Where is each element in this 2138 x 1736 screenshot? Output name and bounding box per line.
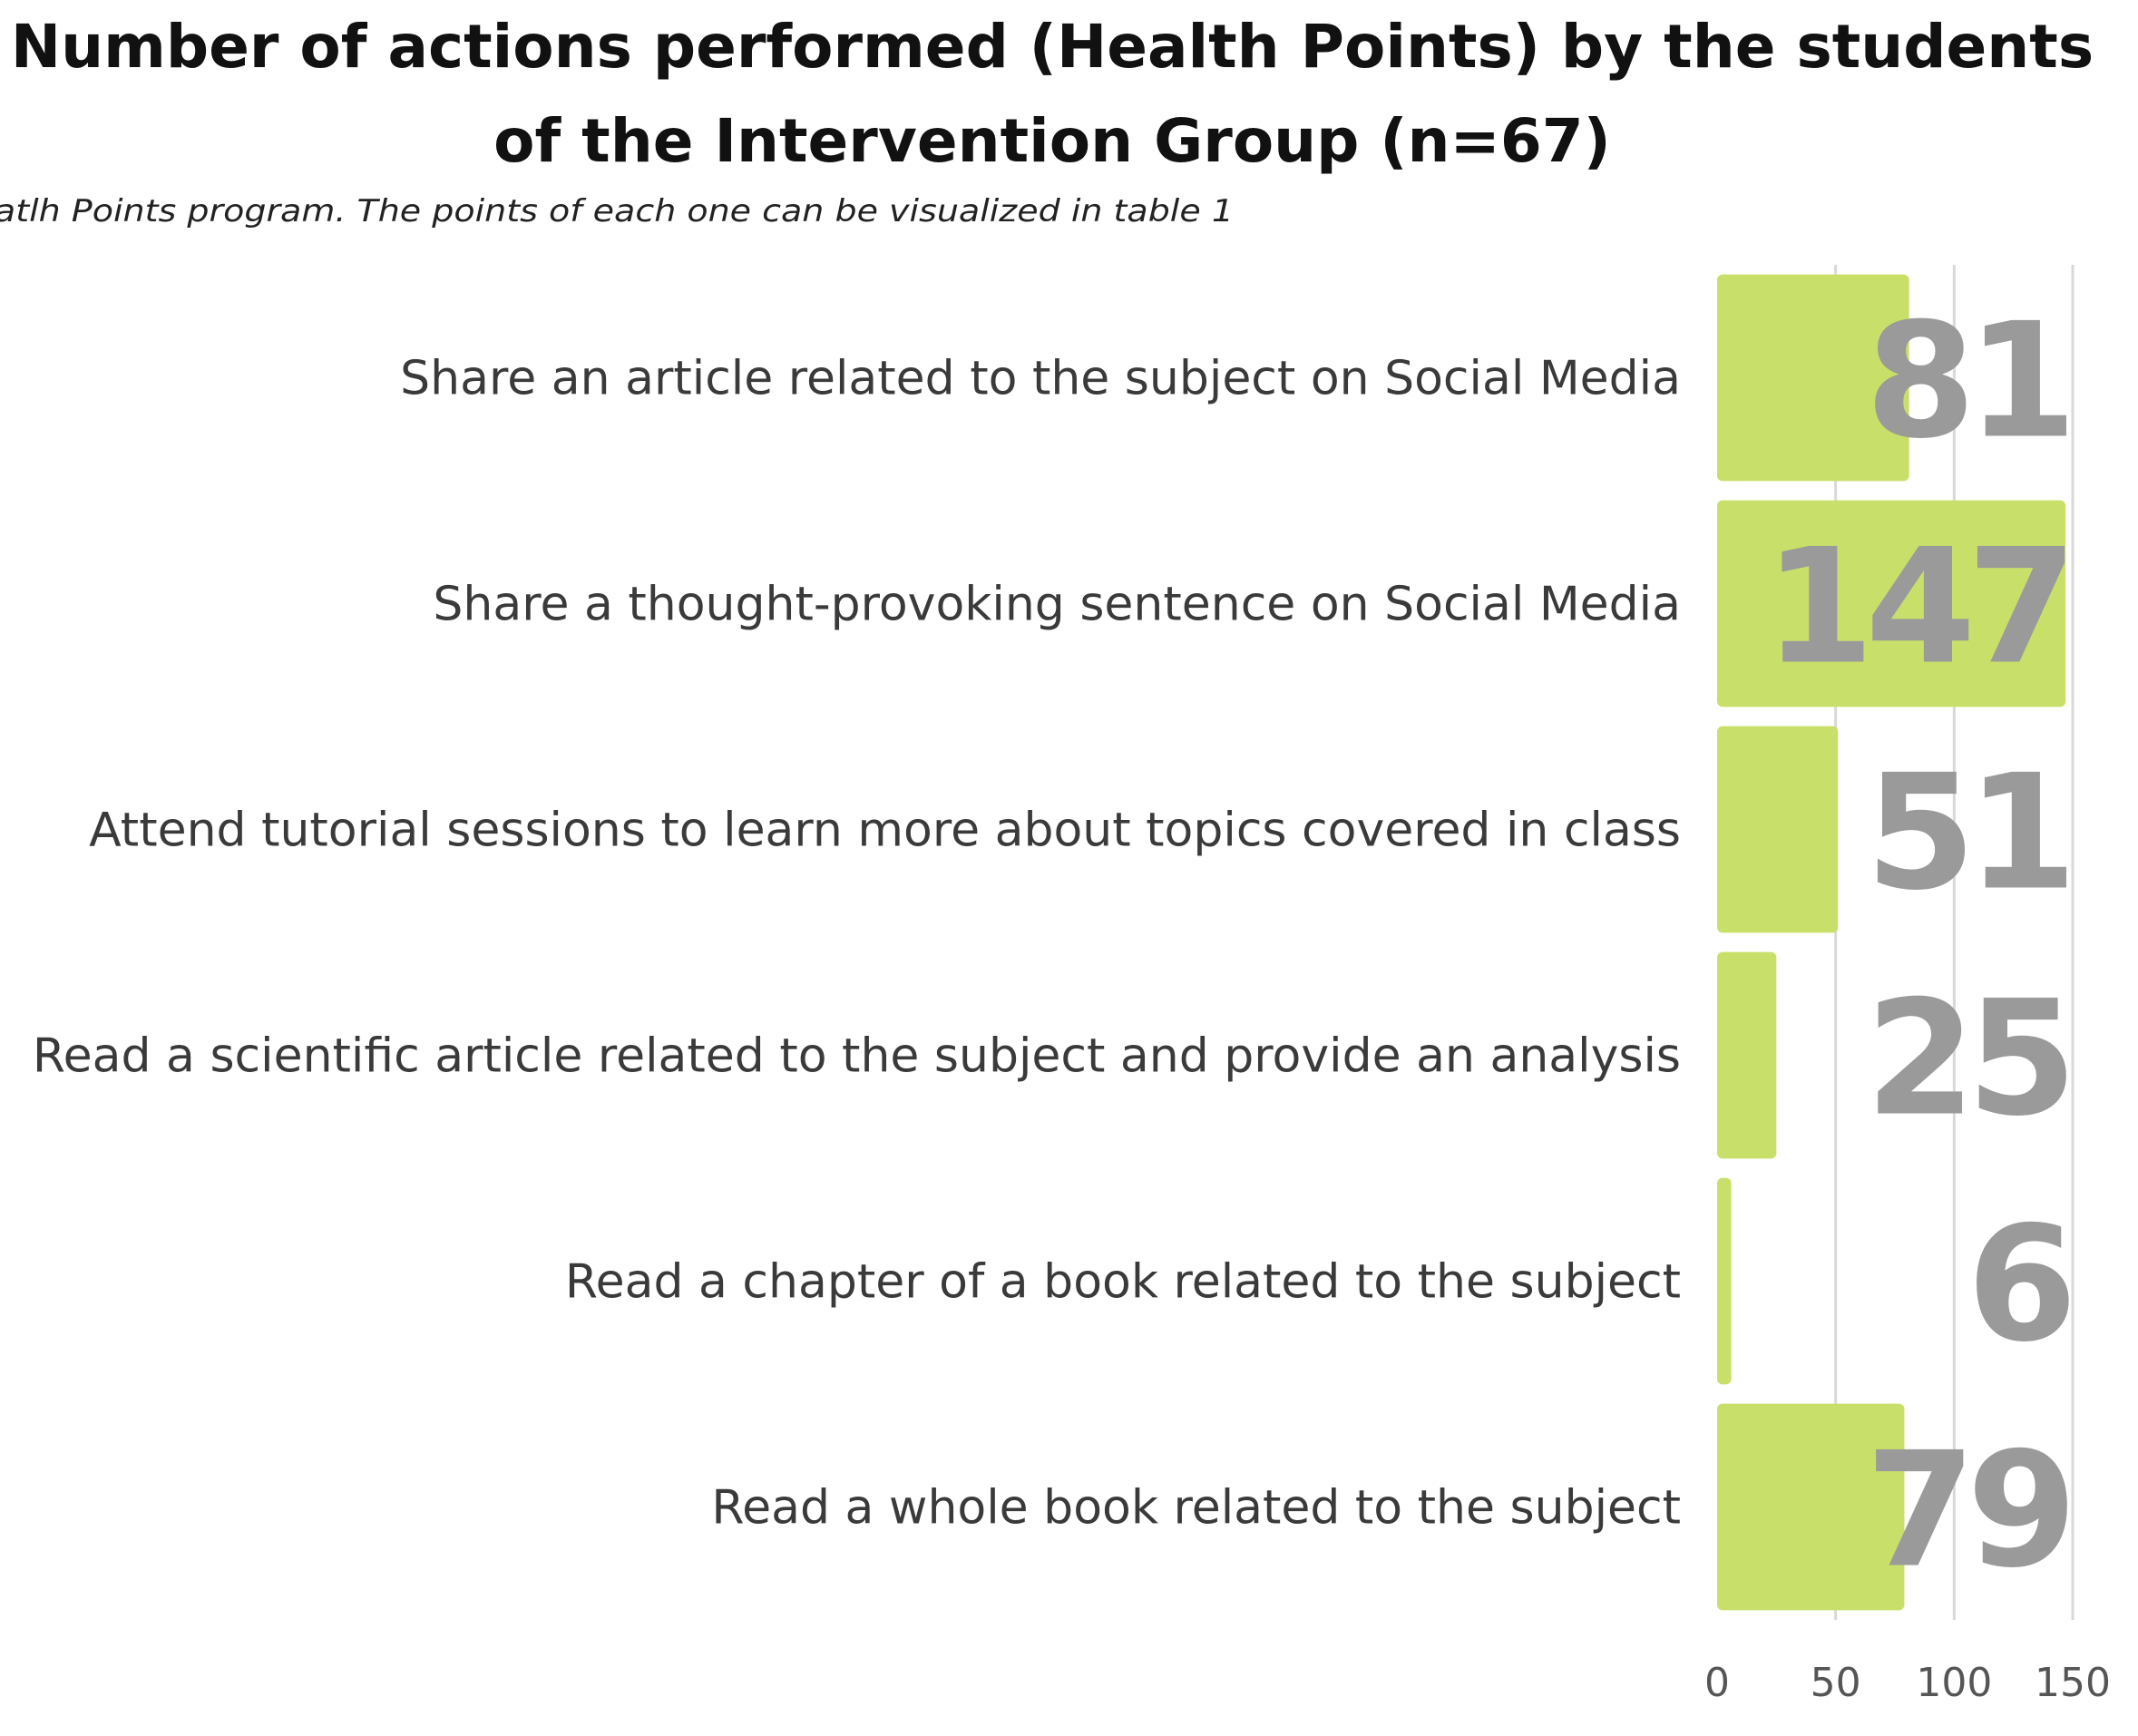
value-label: 81 bbox=[1865, 290, 2068, 474]
category-label: Share an article related to the subject … bbox=[400, 352, 1681, 406]
chart-title-line-1: Number of actions performed (Health Poin… bbox=[11, 12, 2094, 82]
bar bbox=[1717, 274, 1909, 482]
x-tick-label: 150 bbox=[2035, 1660, 2111, 1706]
category-labels: Share an article related to the subject … bbox=[33, 352, 1681, 1536]
bar bbox=[1717, 951, 1777, 1159]
category-label: Read a whole book related to the subject bbox=[711, 1481, 1681, 1536]
gridlines bbox=[1834, 265, 2075, 1620]
chart-title-line-2: of the Intervention Group (n=67) bbox=[493, 106, 1611, 176]
bar bbox=[1717, 500, 2066, 707]
x-tick-label: 0 bbox=[1704, 1660, 1730, 1706]
category-label: Attend tutorial sessions to learn more a… bbox=[89, 804, 1681, 858]
bar bbox=[1717, 726, 1839, 933]
value-labels: 81 147 51 25 6 79 bbox=[1764, 290, 2079, 1604]
value-label: 25 bbox=[1865, 968, 2068, 1152]
category-label: Read a chapter of a book related to the … bbox=[565, 1255, 1681, 1310]
bar bbox=[1717, 1177, 1732, 1385]
chart-subtitle: Note: These tasks are part of the Heatlh… bbox=[0, 193, 1234, 229]
x-tick-label: 100 bbox=[1916, 1660, 1992, 1706]
chart-title: Number of actions performed (Health Poin… bbox=[11, 12, 2094, 176]
value-label: 51 bbox=[1865, 742, 2068, 926]
category-label: Share a thought-provoking sentence on So… bbox=[433, 578, 1681, 632]
value-label: 79 bbox=[1865, 1419, 2068, 1604]
x-tick-label: 50 bbox=[1811, 1660, 1861, 1706]
bars bbox=[1717, 274, 2066, 1611]
value-label: 6 bbox=[1967, 1194, 2069, 1378]
value-label: 147 bbox=[1764, 516, 2068, 700]
x-axis-ticks: 0 50 100 150 bbox=[1704, 1660, 2111, 1706]
bar bbox=[1717, 1403, 1905, 1611]
category-label: Read a scientific article related to the… bbox=[33, 1029, 1681, 1084]
